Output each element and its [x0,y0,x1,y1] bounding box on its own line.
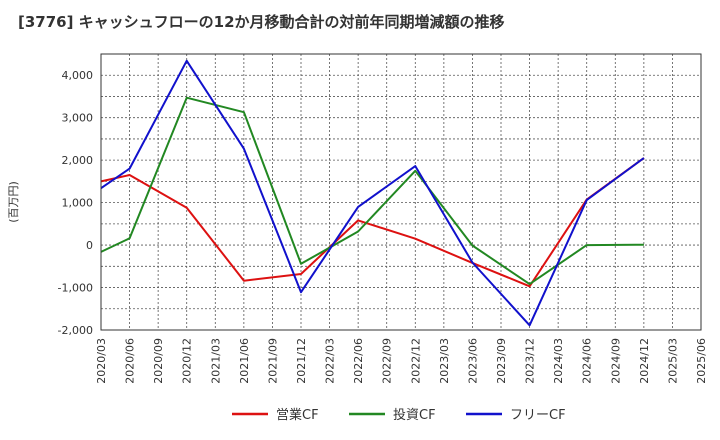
x-tick-label: 2022/12 [409,338,422,384]
x-tick-label: 2021/06 [238,338,251,384]
legend: 営業CF 投資CF フリーCF [232,407,566,423]
series-line [100,157,645,288]
x-tick-label: 2022/06 [352,338,365,384]
y-tick-label: -2,000 [58,324,93,337]
x-tick-label: 2024/03 [552,338,565,384]
x-tick-label: 2025/06 [695,338,708,384]
legend-label: 営業CF [276,407,319,423]
x-tick-label: 2024/09 [609,338,622,384]
y-tick-label: 4,000 [62,69,94,82]
y-tick-labels: -2,000 -1,000 0 1,000 2,000 3,000 4,000 [58,69,93,337]
legend-label: 投資CF [393,407,436,423]
y-tick-label: 1,000 [62,197,94,210]
x-tick-label: 2025/03 [666,338,679,384]
x-tick-label: 2021/12 [295,338,308,384]
plot-frame [100,53,702,331]
series-line [100,59,645,327]
x-tick-label: 2023/09 [495,338,508,384]
y-tick-label: 3,000 [62,112,94,125]
x-tick-labels: 2020/03 2020/06 2020/09 2020/12 2021/03 2021/… [95,338,708,384]
x-tick-label: 2021/09 [266,338,279,384]
series-line [100,96,644,286]
x-tick-label: 2020/03 [95,338,108,384]
x-tick-label: 2020/06 [124,338,137,384]
x-tick-label: 2020/12 [181,338,194,384]
chart-title: [3776] キャッシュフローの12か月移動合計の対前年同期増減額の推移 [18,13,505,31]
x-tick-label: 2020/09 [152,338,165,384]
x-tick-label: 2023/03 [438,338,451,384]
y-axis-label: (百万円) [7,181,20,223]
x-tick-label: 2023/06 [466,338,479,384]
x-tick-label: 2022/09 [381,338,394,384]
y-tick-label: 2,000 [62,154,94,167]
x-tick-label: 2024/12 [638,338,651,384]
x-tick-label: 2021/03 [209,338,222,384]
grid [101,54,701,330]
y-tick-label: 0 [86,239,93,252]
series-lines [100,59,645,327]
legend-label: フリーCF [510,408,566,423]
x-tick-label: 2024/06 [581,338,594,384]
y-tick-label: -1,000 [58,282,93,295]
x-tick-label: 2023/12 [524,338,537,384]
x-tick-label: 2022/03 [324,338,337,384]
